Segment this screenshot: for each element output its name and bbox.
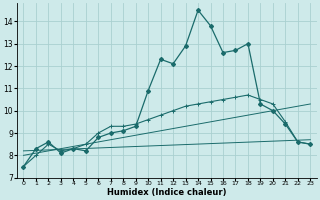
- X-axis label: Humidex (Indice chaleur): Humidex (Indice chaleur): [107, 188, 227, 197]
